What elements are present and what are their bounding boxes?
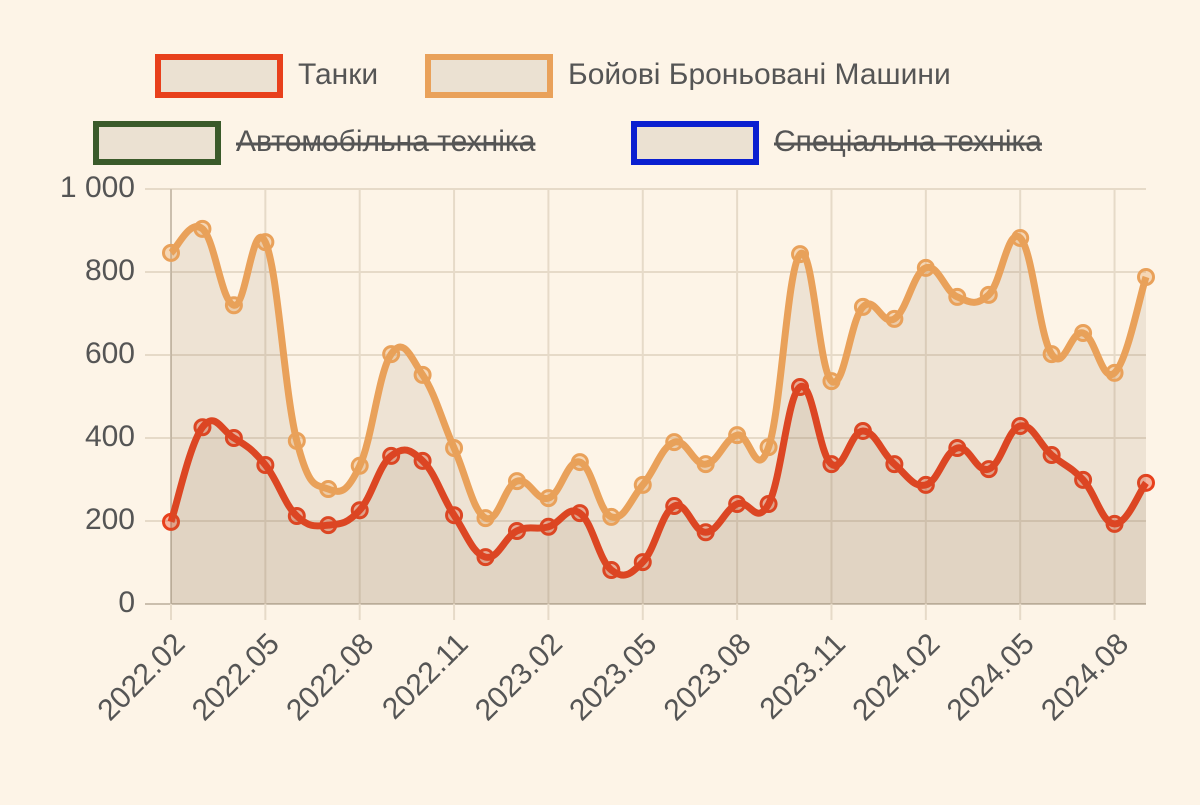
point <box>445 438 464 457</box>
point <box>507 521 526 540</box>
point <box>853 297 872 316</box>
point <box>633 475 652 494</box>
point <box>193 418 212 437</box>
point <box>350 456 369 475</box>
point <box>1042 345 1061 364</box>
point <box>822 455 841 474</box>
point <box>791 245 810 264</box>
point <box>1105 514 1124 533</box>
point <box>1105 363 1124 382</box>
point <box>665 497 684 516</box>
point <box>476 509 495 528</box>
point <box>507 472 526 491</box>
point <box>979 460 998 479</box>
point <box>885 455 904 474</box>
legend-swatch <box>425 54 553 98</box>
point <box>287 507 306 526</box>
point <box>1137 267 1155 286</box>
point <box>696 523 715 542</box>
point <box>759 494 778 513</box>
point <box>791 377 810 396</box>
point <box>1042 446 1061 465</box>
point <box>948 438 967 457</box>
point <box>728 494 747 513</box>
point <box>1011 416 1030 435</box>
y-tick-label: 200 <box>85 503 135 536</box>
line <box>168 223 1150 523</box>
point <box>193 219 212 238</box>
point <box>319 480 338 499</box>
legend-swatch <box>155 54 283 98</box>
point <box>539 489 558 508</box>
point <box>570 453 589 472</box>
line <box>167 383 1149 579</box>
point <box>256 233 275 252</box>
legend-label: Автомобільна техніка <box>236 125 536 158</box>
point <box>224 296 243 315</box>
point <box>162 243 180 262</box>
point <box>287 431 306 450</box>
y-tick-label: 600 <box>85 337 135 370</box>
point <box>759 438 778 457</box>
point <box>382 446 401 465</box>
y-tick-label: 400 <box>85 420 135 453</box>
point <box>539 517 558 536</box>
point <box>224 429 243 447</box>
point <box>413 451 432 470</box>
point <box>162 512 180 531</box>
point <box>665 433 684 452</box>
point <box>916 475 935 494</box>
point <box>256 455 275 474</box>
point <box>728 426 747 445</box>
area <box>171 386 1146 604</box>
legend-label: Танки <box>298 58 378 91</box>
point <box>413 365 432 384</box>
point <box>853 421 872 440</box>
point <box>1011 228 1030 247</box>
point <box>822 372 841 391</box>
point <box>350 501 369 520</box>
point <box>1074 470 1093 489</box>
legend-swatch <box>631 121 759 165</box>
y-tick-label: 1 000 <box>60 171 135 204</box>
legend-swatch <box>93 121 221 165</box>
point <box>602 507 621 526</box>
point <box>885 309 904 328</box>
point <box>570 504 589 523</box>
point <box>319 516 338 535</box>
point <box>916 258 935 277</box>
point <box>602 560 621 579</box>
point <box>1074 324 1093 343</box>
point <box>382 345 401 364</box>
point <box>445 506 464 525</box>
point <box>696 455 715 474</box>
y-tick-label: 0 <box>118 586 135 619</box>
legend-label: Спеціальна техніка <box>774 125 1042 158</box>
legend-label: Бойові Броньовані Машини <box>568 58 951 91</box>
y-tick-label: 800 <box>85 254 135 287</box>
point <box>948 287 967 306</box>
point <box>633 553 652 572</box>
point <box>1137 473 1155 492</box>
point <box>476 548 495 567</box>
point <box>979 285 998 304</box>
